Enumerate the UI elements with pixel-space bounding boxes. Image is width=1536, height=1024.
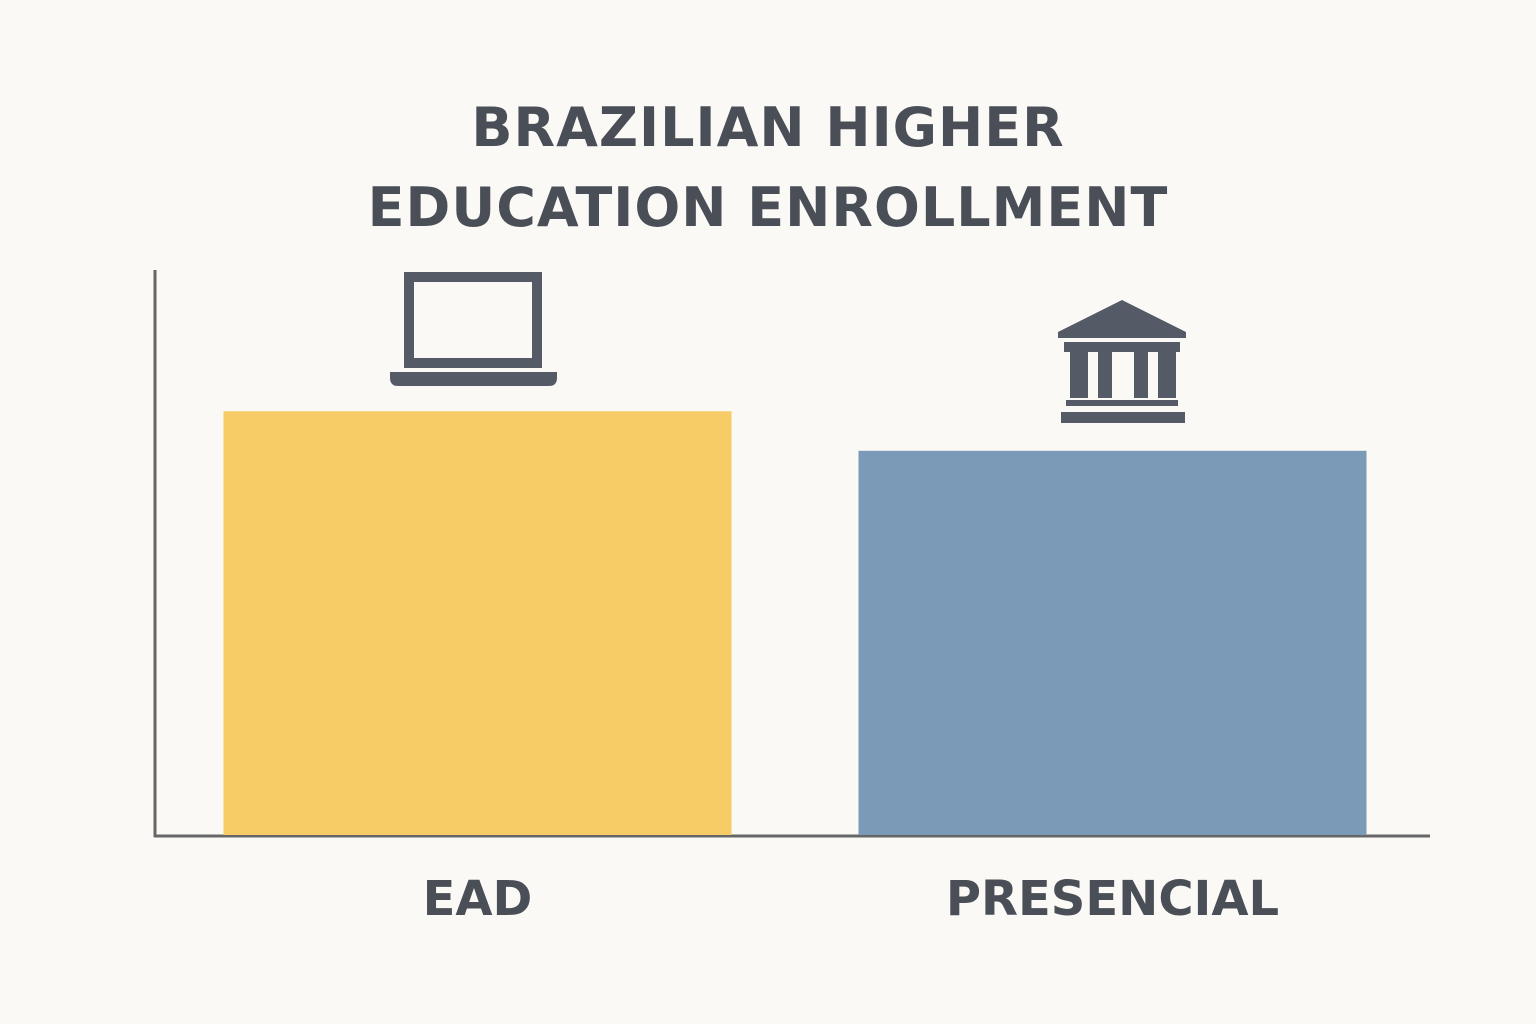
laptop-icon: [390, 272, 557, 386]
bar: [223, 411, 732, 835]
x-tick-label: PRESENCIAL: [946, 871, 1279, 927]
building-icon: [1058, 300, 1186, 423]
x-tick-label: EAD: [423, 871, 533, 927]
chart-title: BRAZILIAN HIGHER EDUCATION ENROLLMENT: [367, 96, 1169, 239]
bar: [858, 450, 1367, 835]
